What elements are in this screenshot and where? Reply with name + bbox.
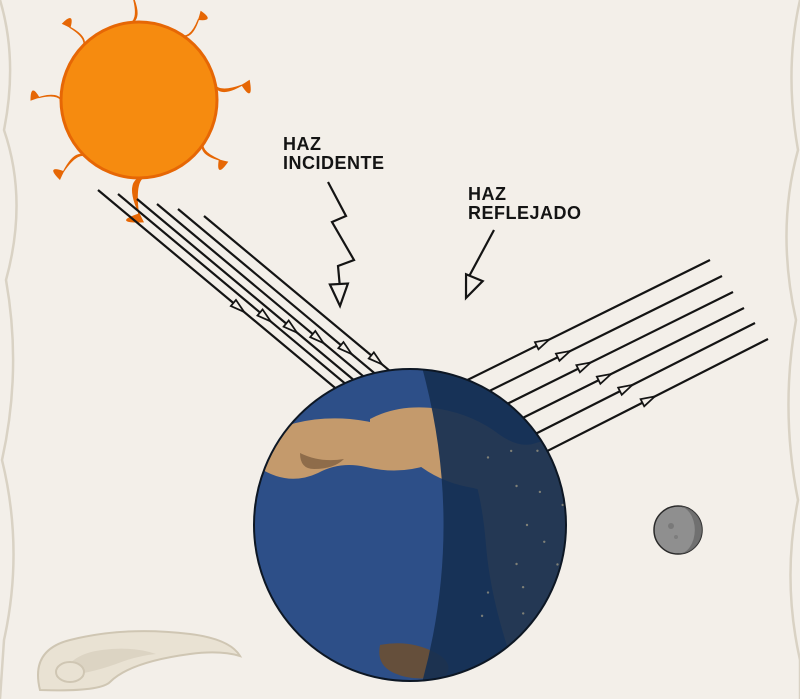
sun-flame-7: [63, 19, 85, 51]
ray-incident-0: [98, 190, 352, 402]
sun-flame-6: [31, 91, 63, 106]
parchment-left-edge: [0, 0, 17, 699]
pointer-reflected: [466, 230, 494, 282]
label-incident: HAZ INCIDENTE: [283, 135, 385, 173]
pointer-arrowhead: [466, 274, 483, 298]
sun-flame-1: [178, 12, 207, 37]
diagram-svg: [0, 0, 800, 699]
sun-flame-5: [54, 154, 90, 179]
parchment-right-edge: [786, 0, 800, 699]
sun: [31, 0, 250, 222]
moon: [654, 506, 702, 554]
diagram-stage: HAZ INCIDENTE HAZ REFLEJADO: [0, 0, 800, 699]
sun-flame-2: [213, 81, 250, 93]
label-reflected: HAZ REFLEJADO: [468, 185, 582, 223]
earth: [253, 369, 590, 681]
parchment-scroll: [38, 631, 240, 690]
pointer-arrowhead: [330, 284, 348, 306]
pointer-incident: [328, 182, 354, 288]
sun-flame-3: [202, 139, 227, 170]
